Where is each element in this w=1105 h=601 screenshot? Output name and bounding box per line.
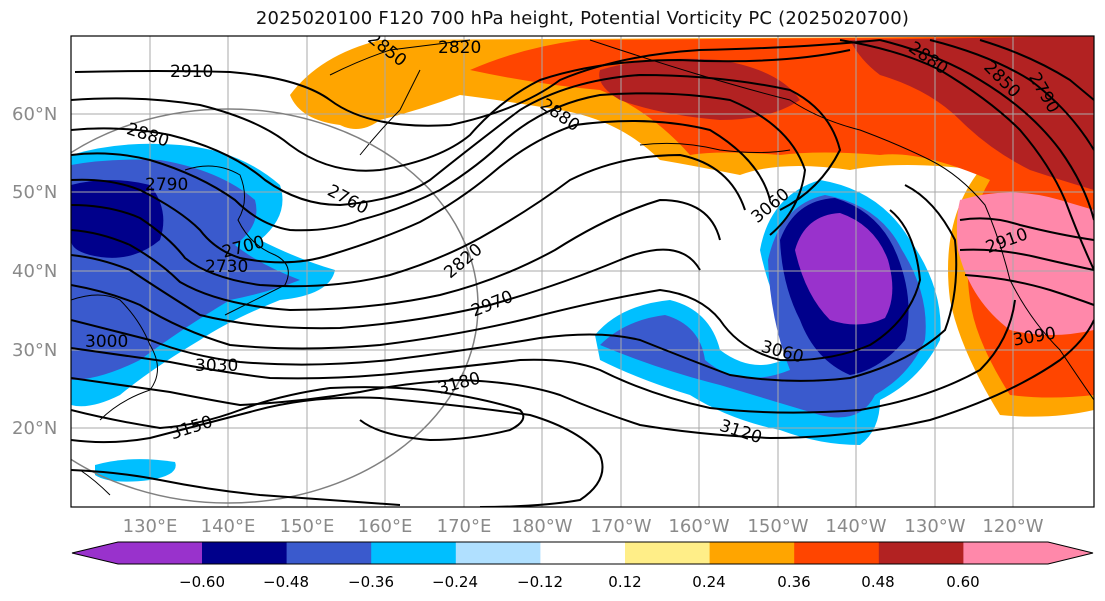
contour-label: 3000	[85, 332, 128, 352]
pv-positive-red	[470, 36, 1094, 398]
colorbar-tick-label: −0.48	[263, 573, 309, 591]
lon-label: 140°E	[201, 516, 256, 537]
pv-positive-darkred	[850, 36, 1094, 190]
pv-negative-purple-e	[795, 213, 893, 325]
colorbar	[71, 541, 1094, 565]
map-field: 2820 2850 2880 2910 2880 2790 2760 2700 …	[71, 36, 1094, 507]
colorbar-tick-label: −0.24	[432, 573, 478, 591]
lat-label: 50°N	[12, 182, 57, 203]
lat-label: 40°N	[12, 261, 57, 282]
colorbar-tick-label: −0.12	[517, 573, 563, 591]
colorbar-segment	[202, 542, 288, 564]
colorbar-outline	[71, 541, 1094, 565]
lon-label: 170°E	[437, 516, 492, 537]
contour-label: 3030	[195, 356, 238, 376]
colorbar-segment	[371, 542, 457, 564]
lon-label: 120°W	[982, 516, 1043, 537]
projection-circle	[71, 108, 479, 504]
colorbar-extend-left	[72, 542, 118, 564]
pv-positive-pink	[956, 192, 1094, 335]
map-frame	[70, 35, 1095, 508]
colorbar-tick-label: −0.36	[348, 573, 394, 591]
pv-negative-lightblue-s	[95, 459, 176, 482]
colorbar-segment	[286, 542, 372, 564]
lon-label: 150°E	[280, 516, 335, 537]
lon-label: 170°W	[590, 516, 651, 537]
lon-label: 130°E	[123, 516, 178, 537]
colorbar-segment	[963, 542, 1049, 564]
pv-negative-navy-w	[71, 180, 164, 258]
colorbar-extend-right	[1048, 542, 1093, 564]
colorbar-tick-label: 0.36	[777, 573, 810, 591]
contour-label: 2910	[170, 62, 213, 82]
colorbar-tick-label: −0.60	[179, 573, 225, 591]
plot-title: 2025020100 F120 700 hPa height, Potentia…	[255, 8, 910, 29]
colorbar-segment	[455, 542, 541, 564]
colorbar-segment	[794, 542, 880, 564]
colorbar-segment	[878, 542, 964, 564]
colorbar-segment	[709, 542, 795, 564]
latitude-labels: 60°N 50°N 40°N 30°N 20°N	[12, 104, 57, 439]
colorbar-tick-label: 0.60	[946, 573, 979, 591]
contour-label: 2730	[205, 257, 248, 277]
lon-label: 160°E	[358, 516, 413, 537]
lat-label: 30°N	[12, 340, 57, 361]
height-contours	[71, 39, 1094, 507]
lon-label: 140°W	[825, 516, 886, 537]
lon-label: 130°W	[904, 516, 965, 537]
graticule	[71, 36, 1094, 507]
colorbar-segment	[625, 542, 711, 564]
longitude-labels: 130°E 140°E 150°E 160°E 170°E 180°W 170°…	[123, 516, 1044, 537]
coastlines	[71, 39, 1094, 496]
contour-label: 2790	[145, 175, 188, 195]
colorbar-segment	[118, 542, 203, 564]
colorbar-tick-label: 0.12	[608, 573, 641, 591]
lon-label: 150°W	[747, 516, 808, 537]
lon-label: 180°W	[511, 516, 572, 537]
colorbar-ticks: −0.60 −0.48 −0.36 −0.24 −0.12 0.12 0.24 …	[179, 573, 980, 591]
colorbar-segment	[540, 542, 626, 564]
lat-label: 60°N	[12, 104, 57, 125]
colorbar-tick-label: 0.24	[692, 573, 725, 591]
lon-label: 160°W	[668, 516, 729, 537]
lat-label: 20°N	[12, 418, 57, 439]
colorbar-tick-label: 0.48	[861, 573, 894, 591]
contour-label: 2820	[438, 38, 481, 58]
